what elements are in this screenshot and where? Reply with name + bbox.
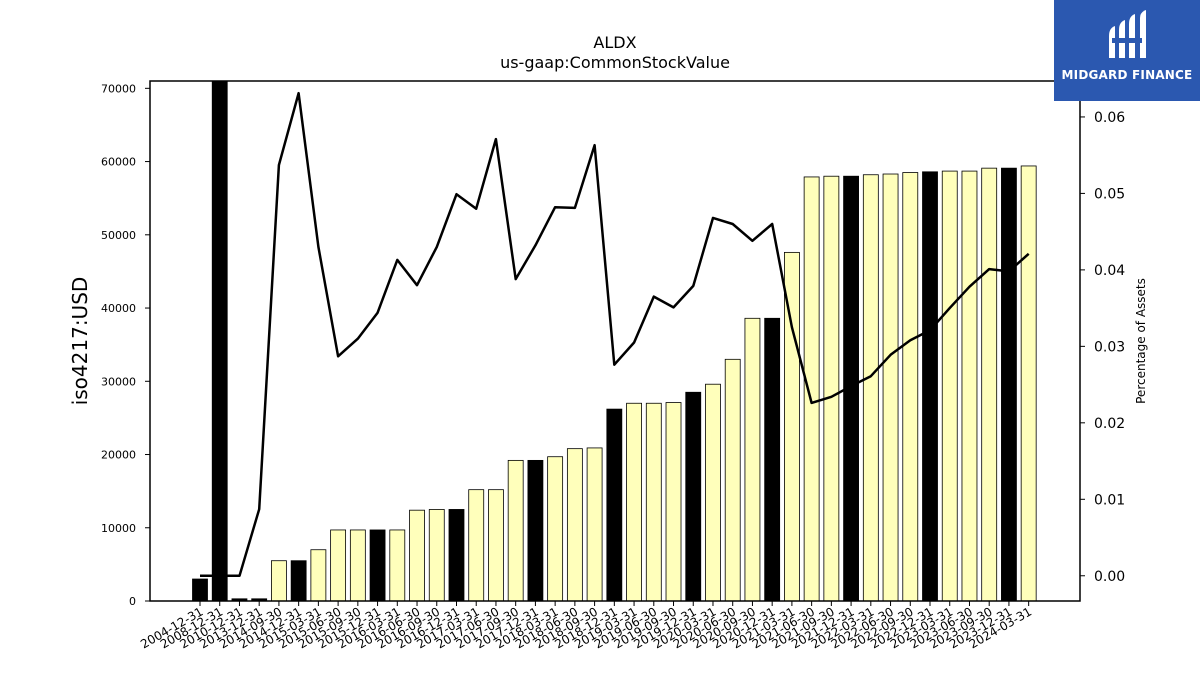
logo-text: MIDGARD FINANCE bbox=[1061, 68, 1193, 82]
line-group bbox=[200, 91, 1030, 578]
bar-2015-09-30 bbox=[349, 529, 366, 602]
y-axis-label: iso4217:USD bbox=[68, 277, 92, 406]
y2-tick-label: 0.04 bbox=[1094, 263, 1125, 279]
bar-2024-03-31 bbox=[1020, 165, 1037, 602]
chart-subtitle: us-gaap:CommonStockValue bbox=[500, 53, 730, 72]
bar-2016-09-30 bbox=[428, 509, 445, 602]
y-tick-label: 20000 bbox=[101, 449, 136, 462]
percentage-line bbox=[200, 91, 1030, 578]
bar-2017-12-31 bbox=[527, 459, 544, 602]
brand-logo: MIDGARD FINANCE bbox=[1054, 0, 1200, 101]
bar-2019-09-30 bbox=[665, 402, 682, 602]
bar-2015-03-31 bbox=[310, 549, 327, 602]
bar-2023-09-30 bbox=[981, 167, 998, 602]
y-tick-label: 0 bbox=[129, 595, 136, 608]
bar-2017-03-31 bbox=[468, 489, 485, 602]
bar-2004-12-31 bbox=[192, 578, 208, 602]
y-tick-label: 30000 bbox=[101, 375, 136, 388]
bar-2019-03-31 bbox=[626, 402, 642, 602]
bar-2014-09-30 bbox=[271, 560, 287, 602]
bar-2017-06-30 bbox=[488, 489, 504, 602]
bar-2020-06-30 bbox=[724, 358, 741, 602]
left-axis-ticks: 0 10000 20000 30000 40000 50000 60000 70000 bbox=[101, 82, 150, 608]
bar-2023-12-31 bbox=[1001, 167, 1017, 602]
y2-tick-label: 0.01 bbox=[1094, 492, 1125, 508]
bar-2020-12-31 bbox=[764, 317, 781, 602]
y-tick-label: 40000 bbox=[101, 302, 136, 315]
bar-2022-06-30 bbox=[882, 173, 899, 602]
bar-2020-03-31 bbox=[705, 383, 721, 602]
bar-2017-09-30 bbox=[507, 459, 524, 602]
bar-2008-12-31 bbox=[211, 80, 228, 602]
bar-2018-06-30 bbox=[566, 448, 583, 602]
y-tick-label: 60000 bbox=[101, 156, 136, 169]
y2-axis-label: Percentage of Assets bbox=[1134, 278, 1148, 404]
bar-2022-12-31 bbox=[922, 171, 938, 602]
y2-tick-label: 0.05 bbox=[1094, 186, 1125, 202]
bar-2016-03-31 bbox=[389, 529, 406, 602]
bar-2018-03-31 bbox=[547, 456, 564, 602]
bar-2014-12-31 bbox=[290, 560, 307, 602]
bar-2016-12-31 bbox=[448, 509, 465, 602]
x-axis-ticks: 2004-12-312008-12-312010-12-312013-12-31… bbox=[138, 601, 1034, 651]
bar-2015-06-30 bbox=[330, 529, 347, 602]
bar-2022-09-30 bbox=[902, 172, 919, 602]
y2-tick-label: 0.06 bbox=[1094, 110, 1125, 126]
bar-2019-12-31 bbox=[685, 391, 702, 602]
y-tick-label: 10000 bbox=[101, 522, 136, 535]
bar-2018-12-31 bbox=[606, 408, 623, 602]
bar-2019-06-30 bbox=[645, 402, 662, 602]
y2-tick-label: 0.03 bbox=[1094, 339, 1125, 355]
chart-title: ALDX bbox=[593, 33, 636, 52]
bar-2016-06-30 bbox=[409, 509, 425, 602]
y2-tick-label: 0.02 bbox=[1094, 416, 1125, 432]
bar-2023-03-31 bbox=[941, 170, 958, 602]
bar-2021-09-30 bbox=[823, 175, 840, 602]
y-tick-label: 50000 bbox=[101, 229, 136, 242]
bar-2022-03-31 bbox=[862, 174, 879, 602]
right-axis-ticks: 0.00 0.01 0.02 0.03 0.04 0.05 0.06 bbox=[1080, 110, 1125, 585]
midgard-logo-icon bbox=[1109, 10, 1146, 58]
bar-2018-09-30 bbox=[586, 447, 603, 602]
bar-2021-06-30 bbox=[803, 176, 820, 602]
bar-2020-09-30 bbox=[744, 317, 761, 602]
y2-tick-label: 0.00 bbox=[1094, 569, 1125, 585]
bar-2015-12-31 bbox=[369, 529, 386, 602]
bar-2023-06-30 bbox=[961, 170, 978, 602]
plot-frame bbox=[149, 80, 1081, 602]
y-tick-label: 70000 bbox=[101, 82, 136, 95]
